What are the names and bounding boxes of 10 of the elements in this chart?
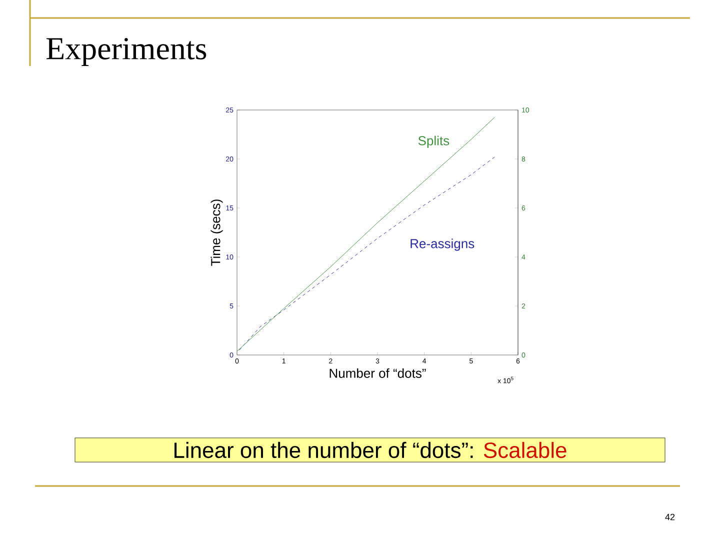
y-axis-title: Time (secs) — [210, 200, 223, 266]
line-series — [239, 156, 495, 350]
line-series — [237, 117, 495, 352]
chart-title: Experiments — [46, 38, 206, 66]
text: Scalable — [484, 442, 566, 458]
x-axis-title: Number of “dots” — [330, 368, 426, 378]
text: 42 — [665, 514, 675, 520]
text: Linear on the number of “dots”: — [174, 442, 473, 458]
series-label: Re-assigns — [410, 238, 474, 251]
series-label: Splits — [418, 136, 450, 148]
